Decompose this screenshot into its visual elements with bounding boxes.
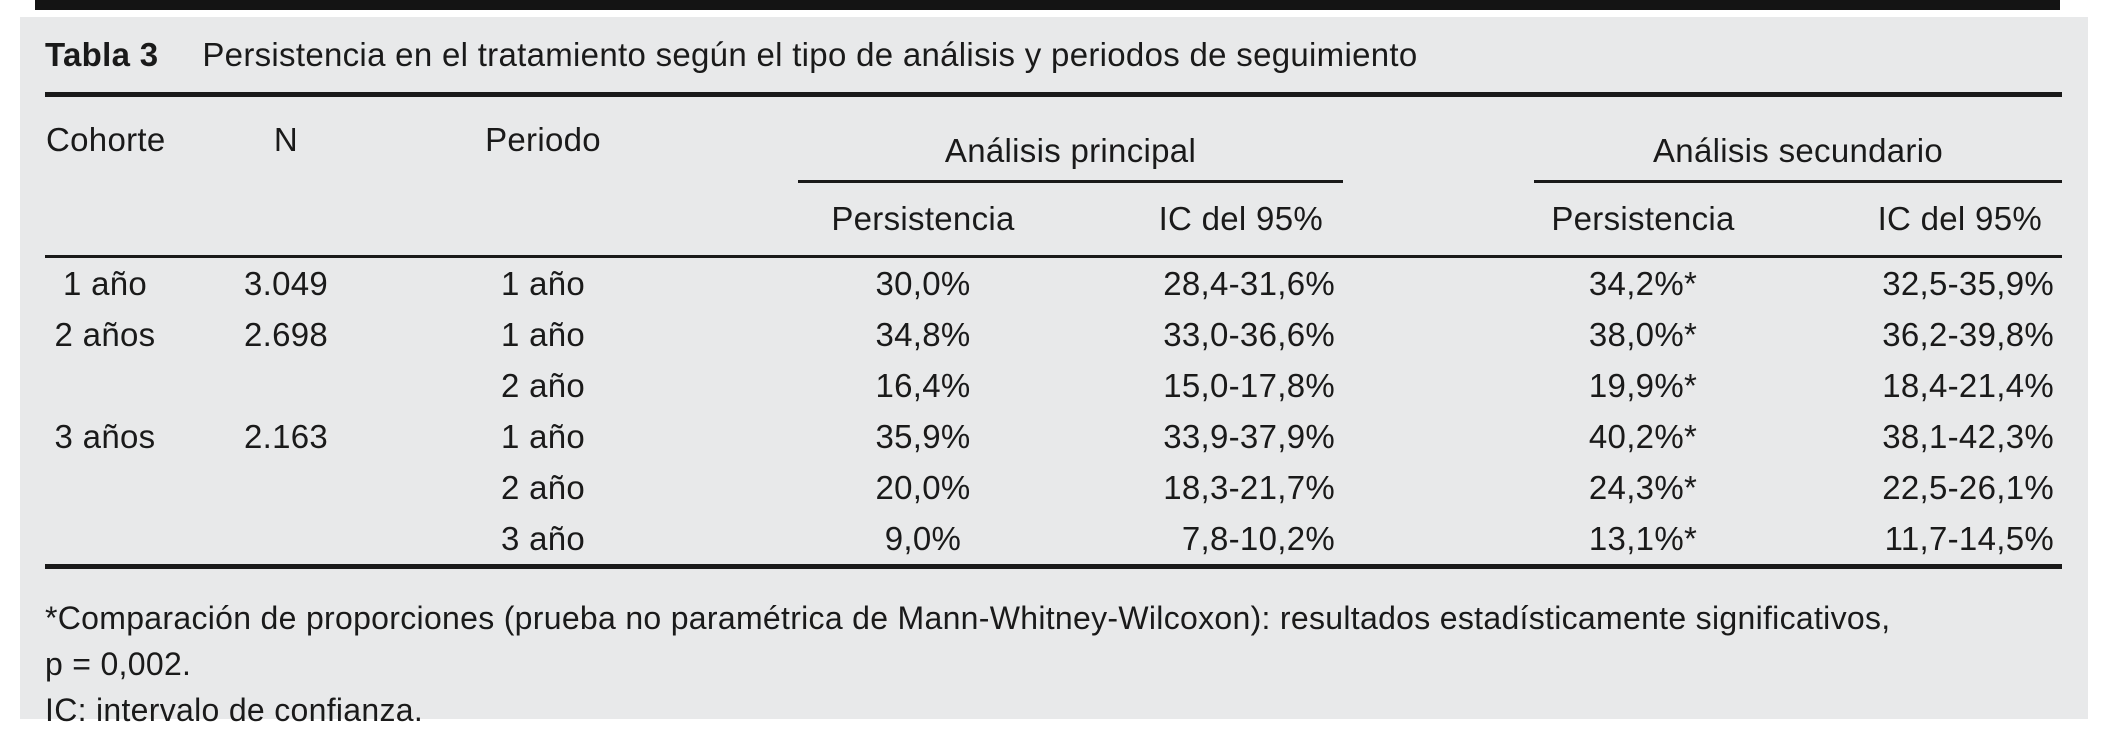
cell-persistencia-secundario: 24,3%* — [1588, 468, 1698, 506]
subheader-persistencia-principal: Persistencia — [798, 181, 1048, 258]
group-header-analisis-principal: Análisis principal — [798, 94, 1343, 183]
table-number-label: Tabla 3 — [45, 36, 159, 73]
footnote-pvalue: p = 0,002. — [45, 646, 192, 682]
spacer-cell — [1343, 309, 1534, 360]
column-header-cohorte: Cohorte — [45, 94, 165, 258]
subheader-ic-secundario: IC del 95% — [1752, 181, 2062, 258]
cell-ic-secundario: 22,5-26,1% — [1882, 468, 2054, 506]
cell-n: 2.698 — [243, 315, 329, 353]
table-panel: Tabla 3 Persistencia en el tratamiento se… — [20, 17, 2088, 728]
spacer-cell — [679, 94, 798, 258]
cell-periodo: 1 año — [500, 264, 586, 302]
cell-ic-secundario: 36,2-39,8% — [1882, 315, 2054, 353]
cell-cohorte: 3 años — [54, 417, 156, 455]
cell-periodo: 3 año — [407, 513, 679, 569]
footnote-ic-abbreviation: IC: intervalo de confianza. — [45, 692, 424, 728]
cell-periodo: 2 año — [500, 468, 586, 506]
cell-ic-principal: 15,0-17,8% — [1163, 366, 1335, 404]
spacer-cell — [1343, 462, 1534, 513]
spacer-cell — [679, 513, 798, 569]
spacer-cell — [679, 360, 798, 411]
cell-periodo: 2 año — [500, 366, 586, 404]
cell-periodo: 1 año — [500, 315, 586, 353]
cell-cohorte: 2 años — [54, 315, 156, 353]
cell-ic-principal: 18,3-21,7% — [1163, 468, 1335, 506]
table-row: 3 años 2.163 1 año 35,9% 33,9-37,9% 40,2… — [45, 411, 2062, 462]
spacer-cell — [679, 462, 798, 513]
cell-persistencia-secundario: 38,0%* — [1588, 315, 1698, 353]
table-title-text: Persistencia en el tratamiento según el … — [202, 36, 1418, 73]
spacer-cell — [1343, 411, 1534, 462]
spacer-cell — [1343, 94, 1534, 258]
cell-n — [165, 513, 407, 569]
subheader-ic-principal: IC del 95% — [1048, 181, 1343, 258]
cell-ic-principal: 28,4-31,6% — [1163, 264, 1335, 302]
cell-periodo: 1 año — [500, 417, 586, 455]
cell-cohorte — [45, 360, 165, 411]
table-row: 2 años 2.698 1 año 34,8% 33,0-36,6% 38,0… — [45, 309, 2062, 360]
cell-persistencia-secundario: 34,2%* — [1588, 264, 1698, 302]
page-divider-bar — [35, 0, 2060, 10]
table-caption: Tabla 3 Persistencia en el tratamiento se… — [45, 35, 2088, 75]
cell-cohorte — [45, 513, 165, 569]
cell-n — [165, 360, 407, 411]
column-header-n: N — [165, 94, 407, 258]
spacer-cell — [679, 257, 798, 310]
persistence-table: Cohorte N Periodo Análisis principal Aná… — [45, 92, 2062, 569]
cell-n: 3.049 — [243, 264, 329, 302]
column-header-periodo: Periodo — [407, 94, 679, 258]
cell-ic-secundario: 32,5-35,9% — [1882, 264, 2054, 302]
cell-persistencia-secundario: 19,9%* — [1588, 366, 1698, 404]
cell-ic-secundario: 38,1-42,3% — [1882, 417, 2054, 455]
spacer-cell — [679, 309, 798, 360]
spacer-cell — [1343, 257, 1534, 310]
cell-ic-principal: 33,9-37,9% — [1163, 417, 1335, 455]
table-row: 2 año 20,0% 18,3-21,7% 24,3%* 22,5-26,1% — [45, 462, 2062, 513]
table-row: 2 año 16,4% 15,0-17,8% 19,9%* 18,4-21,4% — [45, 360, 2062, 411]
cell-cohorte: 1 año — [62, 264, 148, 302]
cell-persistencia-principal: 35,9% — [875, 417, 971, 455]
cell-persistencia-principal: 20,0% — [875, 468, 971, 506]
cell-ic-secundario: 11,7-14,5% — [1752, 513, 2062, 569]
table-row: 1 año 3.049 1 año 30,0% 28,4-31,6% 34,2%… — [45, 257, 2062, 310]
group-header-analisis-secundario: Análisis secundario — [1534, 94, 2062, 183]
cell-persistencia-secundario: 13,1%* — [1534, 513, 1752, 569]
spacer-cell — [1343, 513, 1534, 569]
cell-cohorte — [45, 462, 165, 513]
cell-persistencia-principal: 9,0% — [798, 513, 1048, 569]
cell-persistencia-secundario: 40,2%* — [1588, 417, 1698, 455]
cell-ic-principal: 33,0-36,6% — [1163, 315, 1335, 353]
cell-persistencia-principal: 16,4% — [875, 366, 971, 404]
cell-n — [165, 462, 407, 513]
cell-ic-principal: 7,8-10,2% — [1048, 513, 1343, 569]
subheader-persistencia-secundario: Persistencia — [1534, 181, 1752, 258]
cell-ic-secundario: 18,4-21,4% — [1882, 366, 2054, 404]
spacer-cell — [1343, 360, 1534, 411]
table-footnotes: *Comparación de proporciones (prueba no … — [45, 595, 2088, 733]
table-row: 3 año 9,0% 7,8-10,2% 13,1%* 11,7-14,5% — [45, 513, 2062, 569]
spacer-cell — [679, 411, 798, 462]
cell-n: 2.163 — [243, 417, 329, 455]
cell-persistencia-principal: 30,0% — [875, 264, 971, 302]
footnote-significance: *Comparación de proporciones (prueba no … — [45, 600, 1891, 636]
cell-persistencia-principal: 34,8% — [875, 315, 971, 353]
header-row-groups: Cohorte N Periodo Análisis principal Aná… — [45, 94, 2062, 258]
header-row-subcolumns: Persistencia IC del 95% Persistencia IC … — [45, 181, 2062, 258]
